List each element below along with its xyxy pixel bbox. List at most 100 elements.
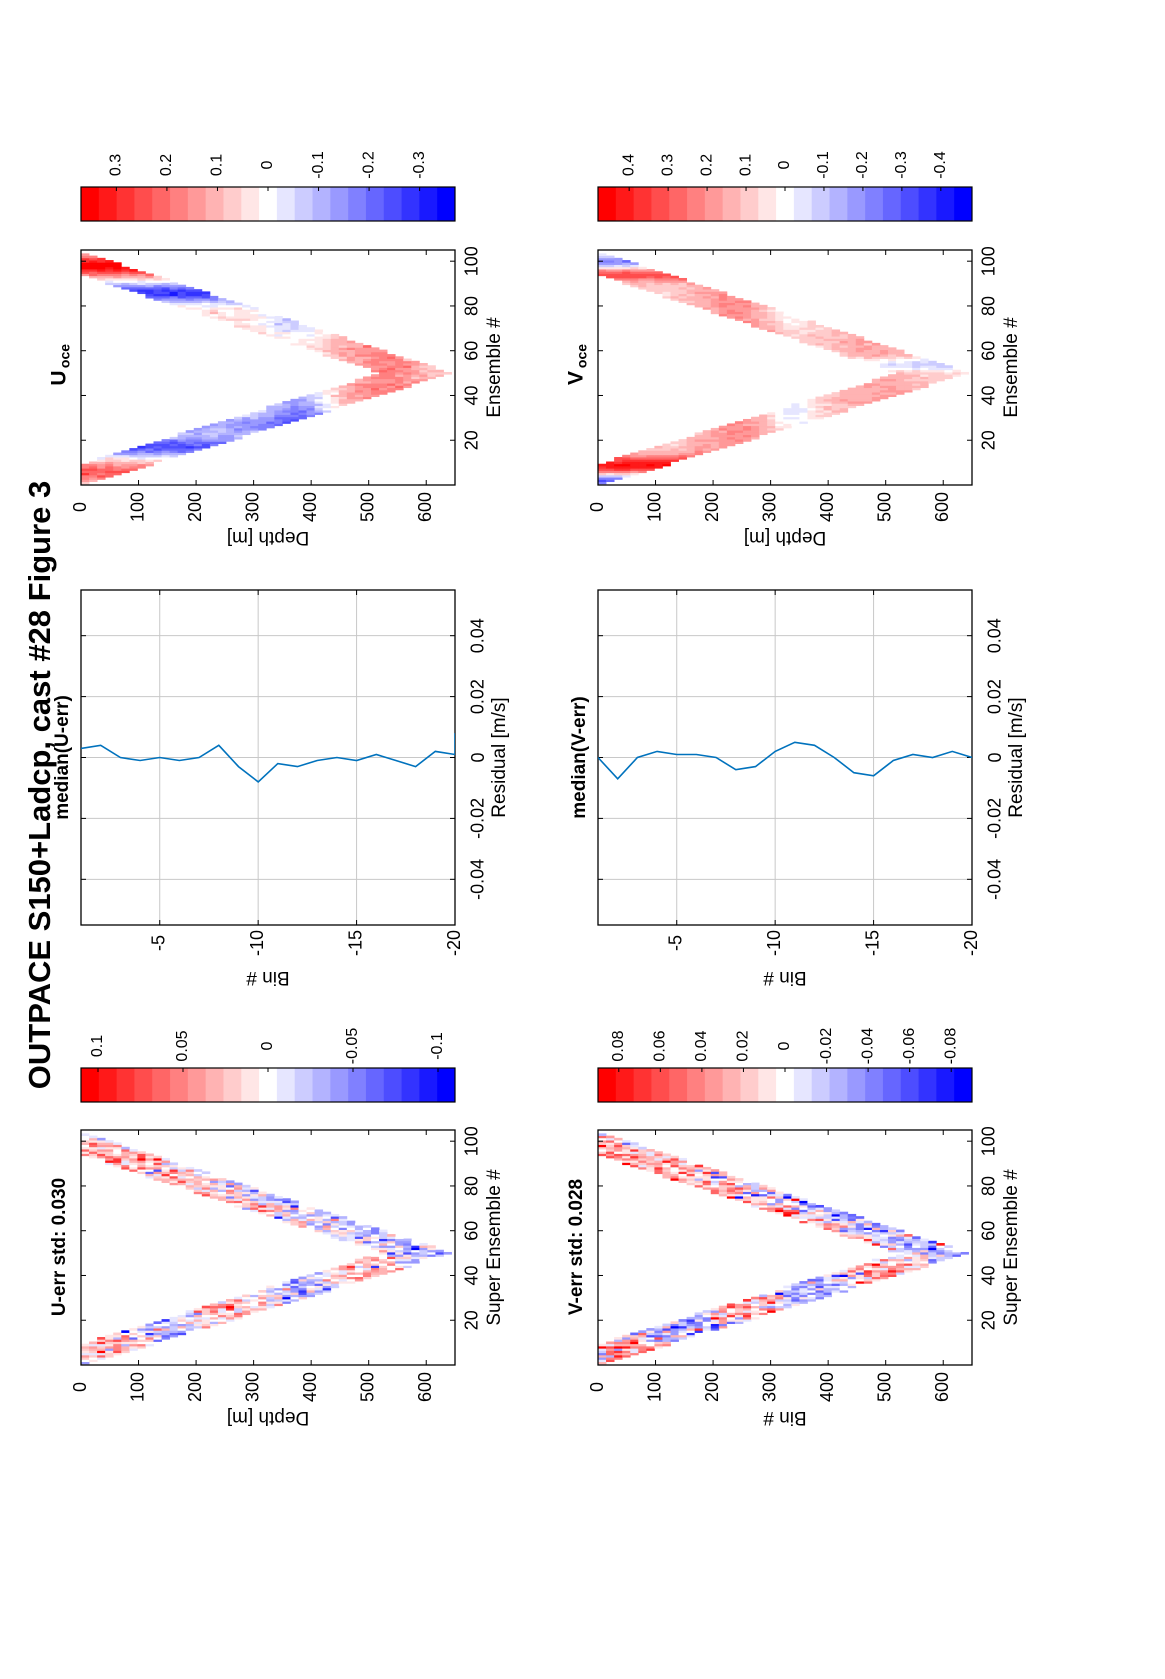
u_oce-cell [209,434,219,438]
u_err-cell [185,1328,195,1331]
u_err-cell [322,1283,332,1286]
u_oce-cell [113,457,122,460]
u_err-cell [314,1216,324,1219]
u_oce-cell [258,410,267,413]
u_err-cell [346,1272,356,1275]
u_err-cell [362,1234,372,1237]
v_oce-cell [791,414,800,418]
u_err-cell [177,1182,187,1186]
v_oce-cell [839,403,849,406]
u_oce-cell [362,354,372,357]
u_err-cell [403,1243,412,1246]
u_oce-cell [306,398,316,402]
v_oce-cell [767,416,776,420]
u_oce-cell [266,324,275,328]
v_err-cell [896,1229,905,1233]
v_oce-colorbar-tick-label: -0.1 [815,151,832,179]
v_oce-cell [912,369,921,373]
u_err-cell [314,1274,324,1277]
v_oce-cell [799,407,808,411]
u_oce-cell [306,340,316,344]
v_oce-cell [807,329,816,333]
v_oce-cell [799,318,808,321]
v_oce-cell [646,271,655,274]
u_err-cell [185,1316,195,1320]
v_oce-cell [871,363,881,366]
u_err-cell [290,1298,299,1302]
u_oce-cell [113,282,122,286]
u_err-cell [209,1305,219,1309]
v_err-cell [839,1287,849,1291]
v_oce-cell [831,412,841,415]
v_oce-cell [831,336,841,339]
u_err-cell [89,1352,98,1356]
v_err-cell [638,1341,647,1345]
v_err-cell [710,1321,720,1324]
u_oce-cell [282,407,291,411]
u_err-cell [379,1263,388,1266]
v_err-cell [807,1281,816,1284]
v_err-cell [887,1238,897,1242]
v_oce-cell [839,392,849,395]
u_oce-cell [314,336,324,339]
u_oce-cell [282,416,291,420]
u_oce-cell [209,298,219,301]
u_oce-cell [290,405,299,409]
v_oce-cell [702,298,712,301]
v_oce-cell [638,280,647,283]
u_oce-cell [306,342,316,346]
v_err-cell [694,1314,704,1318]
v_err-cell [726,1191,736,1195]
v_err-cell [638,1339,647,1342]
u_err-cell [217,1303,227,1307]
v_err-cell [863,1281,873,1284]
v_err-cell [823,1207,833,1210]
u_err-cell [137,1341,146,1345]
v_err-cell [614,1350,623,1354]
u_err-cell [234,1307,243,1311]
u_oce-cell [169,439,179,442]
v_oce-cell [831,407,841,411]
u_oce-cell [225,434,235,438]
u_oce-cell [387,369,396,373]
v_err-cell [936,1258,945,1262]
u_oce-cell [266,322,275,326]
v_oce-cell [662,448,671,451]
v_err-cell [863,1265,873,1269]
u_oce-cell [290,322,299,326]
v_oce-cell [855,349,865,353]
v_oce-cell [759,425,768,429]
u_err-cell [129,1334,138,1338]
u_err-cell [161,1332,171,1336]
v_oce-cell [598,253,607,256]
u_err-cell [217,1198,227,1201]
u_err-cell [362,1243,372,1246]
v_oce-cell [702,295,712,299]
v_oce-cell [839,333,849,337]
v_err-colorbar-swatch [669,1068,688,1102]
u_err-cell [81,1144,90,1148]
v_oce-cell [936,378,945,382]
v_oce-cell [928,378,937,382]
v_oce-cell [606,463,615,467]
v_oce-cell [718,311,728,315]
u_err-cell [258,1307,267,1311]
u_med-ytick-label: -5 [148,935,168,951]
u_err-cell [81,1354,90,1358]
v-err-title: V-err std: 0.028 [566,1179,587,1315]
v_oce-cell [855,336,865,339]
v_err-cell [606,1151,615,1154]
v_err-cell [742,1314,752,1318]
v_err-cell [871,1269,881,1273]
u_oce-cell [379,354,388,357]
u_oce-cell [443,371,452,375]
u_oce-cell [306,347,316,350]
u_err-cell [234,1312,243,1316]
u_oce-cell [266,331,275,335]
v_err-cell [920,1245,929,1248]
u_err-cell [274,1196,283,1199]
v_oce-cell [831,410,841,413]
u_oce-cell [185,295,195,299]
v_oce-cell [815,412,824,415]
v_oce-cell [815,345,824,348]
